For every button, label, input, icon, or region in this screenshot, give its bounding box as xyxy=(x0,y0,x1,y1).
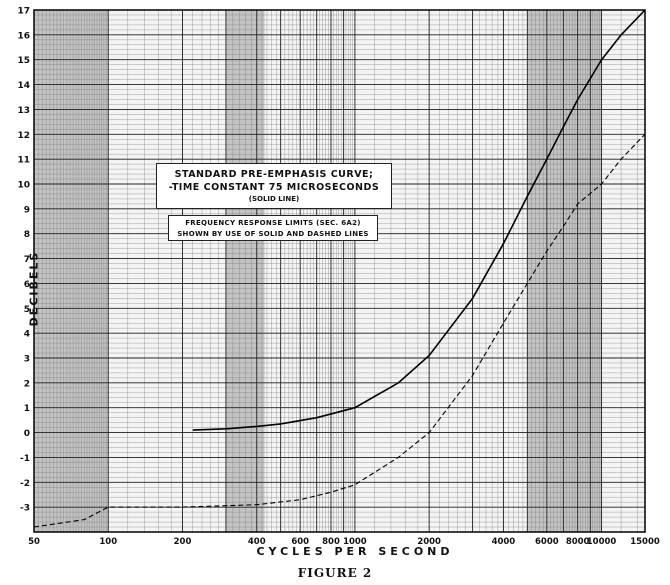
x-tick-label: 100 xyxy=(99,537,117,547)
x-tick-label: 6000 xyxy=(535,537,559,547)
figure-caption: FIGURE 2 xyxy=(297,566,373,580)
grid-band xyxy=(225,10,265,532)
y-tick-label: 12 xyxy=(17,131,30,141)
y-tick-label: 4 xyxy=(24,330,30,340)
y-tick-label: 14 xyxy=(17,81,30,91)
y-tick-label: 11 xyxy=(17,156,30,166)
y-tick-label: 5 xyxy=(24,305,30,315)
x-tick-label: 400 xyxy=(248,537,266,547)
y-tick-label: -2 xyxy=(20,479,30,489)
y-tick-label: -3 xyxy=(20,504,30,514)
annotation-line-1: STANDARD PRE-EMPHASIS CURVE; xyxy=(174,169,374,180)
y-tick-label: 2 xyxy=(24,379,30,389)
x-tick-label: 10000 xyxy=(587,537,617,547)
y-tick-label: 10 xyxy=(17,181,30,191)
y-tick-label: -1 xyxy=(20,454,30,464)
annotation-box-main: STANDARD PRE-EMPHASIS CURVE; -TIME CONST… xyxy=(156,163,392,209)
x-axis-label: CYCLES PER SECOND xyxy=(256,545,454,558)
y-tick-label: 0 xyxy=(24,429,30,439)
series-line-solid xyxy=(192,9,646,431)
plot-frame xyxy=(33,9,646,533)
x-tick-label: 2000 xyxy=(417,537,441,547)
y-tick-label: 17 xyxy=(17,7,30,17)
y-tick-label: 15 xyxy=(17,56,30,66)
annotation-line-5: SHOWN BY USE OF SOLID AND DASHED LINES xyxy=(177,230,369,238)
x-tick-label: 800 xyxy=(322,537,340,547)
y-tick-label: 7 xyxy=(24,255,30,265)
x-tick-label: 15000 xyxy=(630,537,660,547)
grid-band xyxy=(34,10,109,532)
x-tick-label: 4000 xyxy=(492,537,516,547)
y-tick-label: 1 xyxy=(24,404,30,414)
y-tick-label: 8 xyxy=(24,230,30,240)
series-line-dashed xyxy=(33,133,646,528)
y-tick-label: 13 xyxy=(17,106,30,116)
annotation-line-3: (SOLID LINE) xyxy=(248,195,300,203)
y-tick-label: 16 xyxy=(17,31,30,41)
x-tick-label: 1000 xyxy=(343,537,367,547)
x-tick-label: 8000 xyxy=(566,537,590,547)
y-tick-label: 6 xyxy=(24,280,30,290)
grid-band xyxy=(527,10,602,532)
x-tick-label: 50 xyxy=(28,537,40,547)
y-tick-label: 3 xyxy=(24,355,30,365)
x-tick-label: 200 xyxy=(174,537,192,547)
annotation-box-limits: FREQUENCY RESPONSE LIMITS (SEC. 6A2) SHO… xyxy=(168,215,378,241)
x-tick-label: 600 xyxy=(291,537,309,547)
y-axis-label: DECIBELS xyxy=(27,250,41,327)
annotation-line-4: FREQUENCY RESPONSE LIMITS (SEC. 6A2) xyxy=(185,219,361,227)
y-tick-label: 9 xyxy=(24,205,30,215)
annotation-line-2: -TIME CONSTANT 75 MICROSECONDS xyxy=(168,182,380,193)
